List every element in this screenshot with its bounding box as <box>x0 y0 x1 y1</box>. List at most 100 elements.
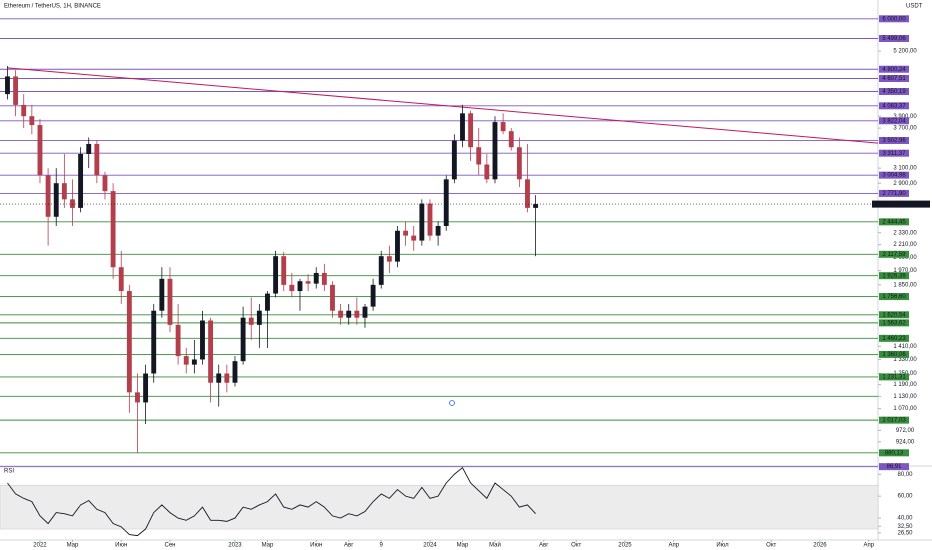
x-tick-label: Мар <box>457 543 469 549</box>
x-tick-label: Май <box>489 542 501 549</box>
candle-body <box>313 272 319 284</box>
level-label: 4 607,51 <box>882 76 906 82</box>
level-label-box <box>879 218 909 226</box>
chart-title: Ethereum / TetherUS, 1Н, BINANCE <box>4 4 101 10</box>
level-label: 1 926,39 <box>882 273 906 279</box>
x-tick-label: Сен <box>164 543 175 549</box>
y-tick-label: 3 900,00 <box>893 114 917 120</box>
x-tick-label: Апр <box>668 543 679 549</box>
cursor-marker <box>449 400 455 406</box>
candle-body <box>281 256 287 285</box>
candle-body <box>208 320 214 383</box>
y-tick-label: 80,00 <box>897 472 913 478</box>
level-label-box <box>879 65 909 73</box>
rsi-band <box>0 484 879 530</box>
level-label: 3 502,96 <box>882 138 906 144</box>
candle-body <box>533 204 539 208</box>
level-label: 3 004,98 <box>882 173 906 179</box>
candle-body <box>216 373 222 383</box>
y-tick-label: 1 070,00 <box>893 406 917 412</box>
candle-body <box>289 284 295 292</box>
y-tick-label: 1 190,00 <box>893 382 917 388</box>
y-tick-label: 32,50 <box>897 524 913 530</box>
level-label: 6 000,00 <box>882 16 906 22</box>
candle-body <box>232 361 238 383</box>
level-label: 1 460,23 <box>882 336 906 342</box>
level-label-box <box>879 189 909 197</box>
level-label: 86,91 <box>886 464 902 470</box>
candle-body <box>126 291 132 393</box>
level-label-box <box>879 293 909 301</box>
level-label-box <box>879 373 909 381</box>
candle-body <box>427 203 433 236</box>
level-label: 2 117,59 <box>883 252 907 258</box>
level-label-box <box>879 463 909 471</box>
candle-body <box>5 76 10 95</box>
candle-body <box>29 116 35 126</box>
candle-body <box>240 317 246 362</box>
candle-body <box>362 306 368 318</box>
candle-body <box>378 256 384 285</box>
candle-body <box>500 122 506 132</box>
candle-body <box>37 125 43 176</box>
level-label-box <box>879 350 909 358</box>
candle-body <box>330 284 335 311</box>
level-label-box <box>879 136 909 144</box>
y-tick-label: 1 330,00 <box>893 357 917 363</box>
y-tick-label: 3 700,00 <box>893 126 917 132</box>
candle-body <box>191 359 197 365</box>
level-label: 3 822,04 <box>882 118 906 124</box>
x-tick-label: 2024 <box>423 543 437 549</box>
candle-body <box>525 179 530 208</box>
x-tick-label: 2022 <box>33 543 47 549</box>
level-label: 1 620,54 <box>882 312 906 318</box>
candle-body <box>419 203 425 241</box>
candle-body <box>175 324 181 357</box>
level-label: 3 311,37 <box>883 151 907 157</box>
level-label-box <box>879 102 909 110</box>
x-tick-label: Авг <box>539 543 549 549</box>
last-price-label: 2 644,00 <box>903 202 927 208</box>
y-tick-label: 1 970,00 <box>893 268 917 274</box>
y-tick-label: 1 410,00 <box>893 344 917 350</box>
symbol-tag-box <box>872 200 900 208</box>
candle-body <box>305 281 311 284</box>
y-tick-label: 2 330,00 <box>893 230 917 236</box>
candle-body <box>118 267 124 292</box>
candle-body <box>297 281 303 292</box>
last-price-box <box>900 200 930 208</box>
y-tick-label: 40,00 <box>897 516 913 522</box>
level-label-box <box>879 88 909 96</box>
level-label-box <box>879 334 909 342</box>
level-label-box <box>879 35 909 43</box>
x-tick-label: Мар <box>262 543 274 549</box>
candle-body <box>78 153 84 208</box>
y-tick-label: 2 090,00 <box>893 255 917 261</box>
level-label-box <box>879 311 909 319</box>
candle-body <box>183 356 189 365</box>
candle-body <box>476 147 482 165</box>
level-label: 4 350,19 <box>882 89 906 95</box>
candle-body <box>403 230 409 236</box>
candle-body <box>61 183 67 200</box>
candle-body <box>159 278 165 311</box>
level-label: 5 499,06 <box>882 36 906 42</box>
candle-body <box>13 76 19 105</box>
rsi-title: RSI <box>4 469 14 475</box>
level-label: 2 444,45 <box>882 219 906 225</box>
level-label: 4 083,37 <box>882 103 906 109</box>
candle-body <box>386 256 392 262</box>
y-tick-label: 1 850,00 <box>893 282 917 288</box>
rsi-line <box>7 466 536 537</box>
candle-body <box>143 373 149 403</box>
y-tick-label: 26,50 <box>897 530 913 536</box>
candle-body <box>451 140 457 180</box>
x-tick-label: Окт <box>571 543 581 549</box>
level-label: 1 360,06 <box>882 352 906 358</box>
candle-body <box>256 310 262 325</box>
candle-body <box>395 230 400 262</box>
x-tick-label: 2025 <box>618 543 632 549</box>
level-label: 1 756,60 <box>882 294 906 300</box>
candle-body <box>110 191 116 268</box>
